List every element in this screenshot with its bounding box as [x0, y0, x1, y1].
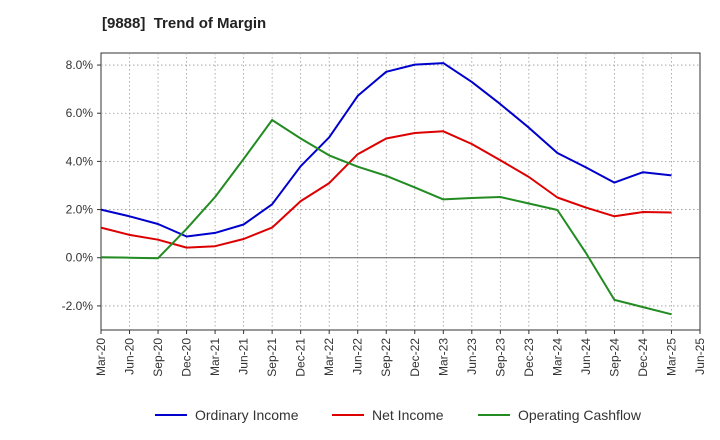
- plot-frame: [100, 52, 701, 331]
- x-tick-label: Dec-23: [522, 338, 536, 377]
- chart-title: [9888] Trend of Margin: [102, 15, 267, 32]
- x-tick-label: Dec-21: [294, 338, 308, 377]
- x-tick-label: Jun-22: [351, 338, 365, 375]
- y-tick-label: 8.0%: [66, 58, 94, 72]
- series-line-net-income: [100, 130, 672, 249]
- x-tick-label: Jun-23: [465, 338, 479, 375]
- x-tick-label: Jun-20: [123, 338, 137, 375]
- y-tick-label: 2.0%: [66, 203, 94, 217]
- legend-label-operating-cashflow: Operating Cashflow: [518, 407, 642, 423]
- series-line-operating-cashflow: [100, 119, 672, 316]
- x-tick-label: Jun-21: [237, 338, 251, 375]
- y-tick-label: -2.0%: [62, 299, 94, 313]
- x-tick-label: Mar-23: [436, 338, 450, 376]
- x-tick-label: Dec-22: [408, 338, 422, 377]
- x-tick-label: Mar-22: [322, 338, 336, 376]
- x-tick-label: Dec-20: [180, 338, 194, 377]
- x-tick-label: Sep-24: [607, 338, 621, 377]
- x-tick-label: Mar-21: [208, 338, 222, 376]
- x-tick-label: Dec-24: [636, 338, 650, 377]
- x-tick-label: Sep-22: [379, 338, 393, 377]
- y-tick-label: 4.0%: [66, 154, 94, 168]
- y-tick-label: 6.0%: [66, 106, 94, 120]
- legend-label-ordinary-income: Ordinary Income: [195, 407, 299, 423]
- x-tick-label: Sep-20: [151, 338, 165, 377]
- x-tick-label: Mar-24: [550, 338, 564, 376]
- x-tick-label: Mar-20: [94, 338, 108, 376]
- x-tick-label: Mar-25: [664, 338, 678, 376]
- x-tick-label: Sep-23: [493, 338, 507, 377]
- legend-label-net-income: Net Income: [372, 407, 444, 423]
- x-tick-label: Jun-24: [579, 338, 593, 375]
- y-tick-label: 0.0%: [66, 251, 94, 265]
- x-tick-label: Sep-21: [265, 338, 279, 377]
- x-tick-label: Jun-25: [693, 338, 707, 375]
- series-line-ordinary-income: [100, 62, 672, 238]
